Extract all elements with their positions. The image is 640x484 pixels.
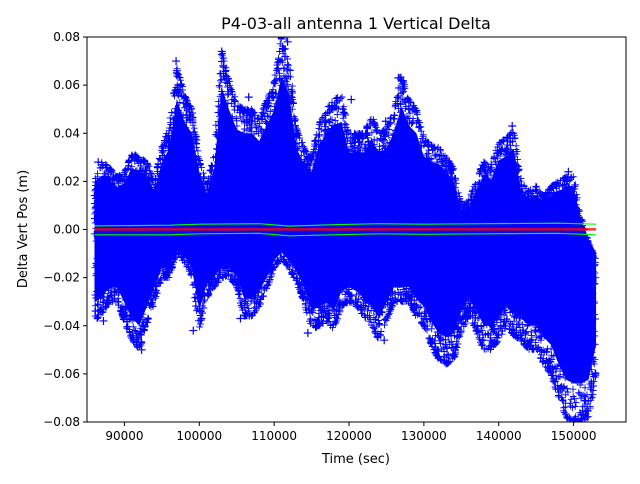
scatter-point-0 bbox=[94, 158, 103, 167]
scatter-point-10 bbox=[282, 37, 291, 41]
band-line-lower bbox=[94, 232, 597, 237]
y-tick-label: −0.04 bbox=[43, 319, 80, 333]
scatter-point-31 bbox=[591, 369, 600, 378]
scatter-point-24 bbox=[508, 129, 517, 138]
scatter-point-18 bbox=[404, 105, 413, 114]
scatter-point-26 bbox=[546, 357, 555, 366]
scatter-point-6 bbox=[217, 47, 226, 56]
scatter-point-3 bbox=[172, 57, 181, 66]
x-tick-label: 150000 bbox=[551, 429, 597, 443]
x-tick-label: 110000 bbox=[251, 429, 297, 443]
band-line-upper bbox=[94, 222, 597, 227]
x-tick-label: 120000 bbox=[326, 429, 372, 443]
x-tick-label: 130000 bbox=[401, 429, 447, 443]
x-tick-label: 90000 bbox=[105, 429, 143, 443]
y-tick-label: −0.02 bbox=[43, 271, 80, 285]
scatter-point-8 bbox=[236, 314, 245, 323]
scatter-point-29 bbox=[580, 415, 589, 422]
scatter-point-17 bbox=[395, 73, 404, 82]
scatter-point-22 bbox=[487, 160, 496, 169]
y-tick-label: −0.06 bbox=[43, 367, 80, 381]
scatter-point-4 bbox=[172, 66, 181, 75]
scatter-point-25 bbox=[520, 341, 529, 349]
scatter-point-20 bbox=[444, 357, 453, 366]
x-tick-label: 100000 bbox=[176, 429, 222, 443]
scatter-point-11 bbox=[283, 37, 292, 46]
y-tick-label: 0.08 bbox=[53, 30, 80, 44]
scatter-point-30 bbox=[589, 261, 598, 270]
scatter-point-9 bbox=[244, 93, 253, 102]
scatter-point-27 bbox=[564, 167, 573, 176]
plot-area bbox=[90, 37, 600, 422]
x-tick-label: 140000 bbox=[476, 429, 522, 443]
scatter-point-13 bbox=[347, 95, 356, 104]
y-tick-label: 0.04 bbox=[53, 126, 80, 140]
scatter-point-7 bbox=[219, 61, 228, 70]
y-tick-label: 0.00 bbox=[53, 223, 80, 237]
axes: 90000 100000 110000 120000 130000 140000 15000… bbox=[43, 30, 627, 443]
y-tick-label: 0.02 bbox=[53, 174, 80, 188]
y-tick-label: −0.08 bbox=[43, 415, 80, 429]
scatter-point-28 bbox=[574, 418, 583, 422]
scatter-point-21 bbox=[476, 165, 485, 174]
scatter-point-23 bbox=[508, 122, 517, 131]
scatter-point-15 bbox=[381, 117, 390, 126]
scatter-point-19 bbox=[443, 350, 452, 359]
y-tick-label: 0.06 bbox=[53, 78, 80, 92]
scatter-point-14 bbox=[380, 336, 389, 345]
scatter-point-2 bbox=[137, 345, 146, 354]
chart-title: P4-03-all antenna 1 Vertical Delta bbox=[221, 14, 491, 33]
scatter-point-1 bbox=[99, 316, 108, 325]
scatter-point-5 bbox=[189, 326, 198, 335]
scatter-point-12 bbox=[303, 328, 312, 337]
x-axis-label: Time (sec) bbox=[321, 452, 390, 467]
y-axis-label: Delta Vert Pos (m) bbox=[16, 170, 31, 288]
